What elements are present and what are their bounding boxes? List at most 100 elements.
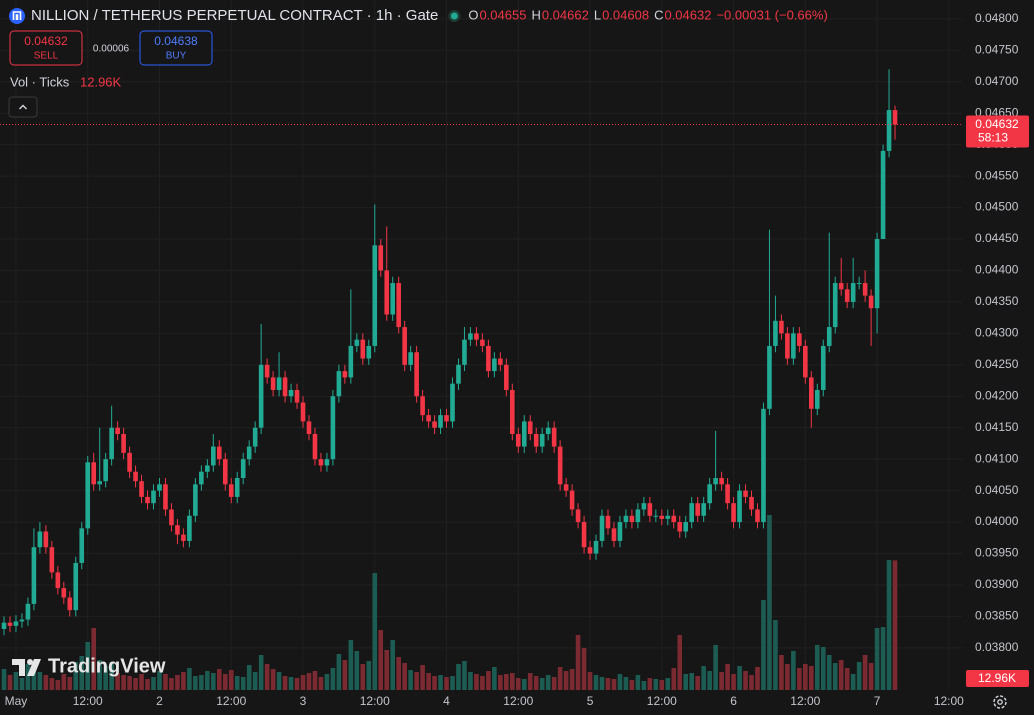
volume-bar <box>73 662 79 690</box>
candle-body <box>838 283 844 290</box>
candle-body <box>785 333 790 359</box>
volume-bar <box>390 640 396 690</box>
candle-body <box>761 408 766 523</box>
candle-body <box>127 452 132 472</box>
volume-bar <box>868 663 874 690</box>
candle-body <box>37 531 43 548</box>
y-tick-label: 0.03900 <box>975 577 1019 591</box>
volume-bar <box>671 668 677 690</box>
volume-bar <box>695 676 700 690</box>
volume-bar <box>653 679 659 690</box>
candle-body <box>707 484 712 504</box>
volume-bar <box>228 670 234 690</box>
candle-body <box>820 345 826 390</box>
candle-body <box>725 484 730 504</box>
legend-change: −0.00031 (−0.66%) <box>716 7 827 22</box>
candle-body <box>605 515 611 529</box>
candle-body <box>306 421 312 435</box>
volume-bar <box>886 560 892 690</box>
volume-bar <box>814 645 820 690</box>
y-tick-label: 0.04100 <box>975 451 1019 465</box>
sell-button[interactable] <box>9 30 83 66</box>
volume-bar <box>127 676 132 690</box>
candle-body <box>390 283 396 315</box>
candle-body <box>533 434 539 447</box>
candle-body <box>814 389 820 409</box>
candle-body <box>462 339 467 365</box>
volume-bar <box>737 666 742 690</box>
candle-body <box>157 484 162 491</box>
x-tick-label: 2 <box>156 694 163 708</box>
candle-body <box>486 345 491 372</box>
volume-bar <box>647 678 653 690</box>
candle-body <box>354 339 360 346</box>
candle-body <box>527 421 533 435</box>
candle-body <box>300 402 306 422</box>
volume-bar <box>342 660 348 690</box>
candle-body <box>336 371 342 397</box>
collapse-button[interactable] <box>8 96 38 118</box>
candle-body <box>689 503 695 523</box>
candle-body <box>282 377 288 397</box>
volume-bar <box>426 673 431 690</box>
volume-bar <box>324 674 330 690</box>
volume-bar <box>623 677 629 690</box>
candle-body <box>504 364 509 390</box>
volume-bar <box>252 672 258 690</box>
candle-body <box>25 603 31 620</box>
volume-bar <box>850 674 856 690</box>
volume-bar <box>743 671 748 690</box>
candle-body <box>468 333 473 340</box>
candle-body <box>13 621 19 626</box>
candle-body <box>264 364 270 378</box>
volume-bar <box>719 672 724 690</box>
volume-bar <box>444 677 449 690</box>
volume-bar <box>348 640 354 690</box>
candle-body <box>103 459 108 482</box>
volume-bar <box>432 676 437 690</box>
candle-body <box>719 478 724 485</box>
volume-bar <box>318 677 324 690</box>
candle-body <box>211 446 216 466</box>
settings-icon[interactable] <box>993 695 1007 709</box>
volume-bar <box>468 672 473 690</box>
candle-body <box>19 619 25 622</box>
candle-body <box>629 515 635 523</box>
logo-shape <box>12 659 25 676</box>
x-tick-label: 12:00 <box>503 694 533 708</box>
candle-body <box>73 562 79 611</box>
volume-bar <box>157 671 162 690</box>
volume-bar <box>515 678 521 690</box>
volume-bar <box>354 651 360 690</box>
candle-body <box>420 396 425 416</box>
last-price-tag <box>966 115 1029 148</box>
candle-body <box>743 490 748 497</box>
candle-body <box>222 459 228 485</box>
candle-body <box>432 421 437 428</box>
candle-body <box>7 622 13 626</box>
y-tick-label: 0.04500 <box>975 200 1019 214</box>
candle-body <box>318 459 324 466</box>
candle-body <box>97 481 102 485</box>
volume-tag <box>966 670 1029 687</box>
volume-bar <box>300 675 306 690</box>
overlay: NILLION / TETHERUS PERPETUAL CONTRACT · … <box>0 7 1029 709</box>
legend-key: H <box>531 7 540 22</box>
candle-body <box>844 289 850 302</box>
candle-body <box>169 509 174 526</box>
candle-body <box>611 528 617 541</box>
volume-bar <box>193 676 198 690</box>
y-tick-label: 0.04750 <box>975 42 1019 56</box>
candle-body <box>731 503 736 523</box>
candle-body <box>450 383 455 422</box>
candle-body <box>779 320 784 334</box>
candle-body <box>569 490 575 510</box>
volume-bar <box>7 675 13 690</box>
candle-body <box>330 396 336 460</box>
candle-body <box>671 515 677 523</box>
buy-button[interactable] <box>139 30 213 66</box>
volume-bar <box>856 662 862 690</box>
volume-bar <box>91 628 97 690</box>
